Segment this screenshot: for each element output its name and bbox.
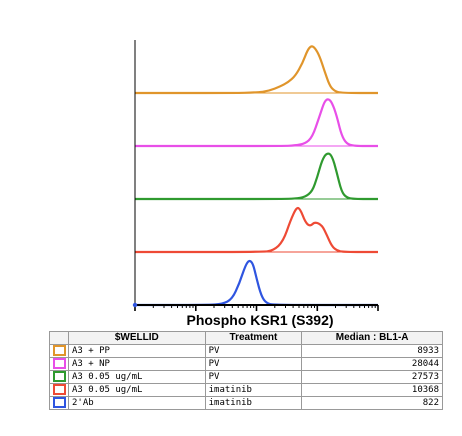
legend-row: 2'Ab imatinib 822 (49, 396, 443, 410)
legend-wellid: 2'Ab (68, 396, 206, 410)
legend-row: A3 + PP PV 8933 (49, 344, 443, 358)
legend-treatment: imatinib (204, 396, 303, 410)
legend-median: 8933 (301, 344, 443, 358)
legend-row: A3 + NP PV 28044 (49, 357, 443, 371)
legend-row: A3 0.05 ug/mL PV 27573 (49, 370, 443, 384)
legend-treatment: imatinib (204, 383, 303, 397)
legend-wellid: A3 0.05 ug/mL (68, 383, 206, 397)
legend-swatch-cell (49, 357, 69, 371)
legend-swatch-cell (49, 370, 69, 384)
median-header: Median : BL1-A (301, 331, 443, 345)
legend-wellid: A3 + PP (68, 344, 206, 358)
legend-median: 10368 (301, 383, 443, 397)
series-curve-0 (135, 45, 378, 95)
legend-swatch-cell (49, 396, 69, 410)
legend-median: 822 (301, 396, 443, 410)
series-curve-4 (135, 259, 378, 307)
x-axis-label: Phospho KSR1 (S392) (186, 312, 334, 328)
swatch-header (49, 331, 69, 345)
legend-wellid: A3 + NP (68, 357, 206, 371)
legend-swatch (52, 397, 66, 408)
treatment-header: Treatment (204, 331, 303, 345)
legend-treatment: PV (204, 344, 303, 358)
series-curve-2 (135, 152, 378, 201)
legend-table: $WELLID Treatment Median : BL1-A A3 + PP… (49, 331, 443, 410)
legend-treatment: PV (204, 370, 303, 384)
legend-swatch (52, 384, 66, 395)
legend-row: A3 0.05 ug/mL imatinib 10368 (49, 383, 443, 397)
legend-swatch (52, 371, 66, 382)
legend-swatch (52, 358, 66, 369)
wellid-header: $WELLID (68, 331, 206, 345)
plot-axes (132, 40, 379, 311)
axis-origin-marker (132, 302, 138, 308)
series-curve-1 (135, 98, 378, 148)
legend-swatch-cell (49, 383, 69, 397)
histogram-overlay-plot (132, 40, 379, 311)
legend-wellid: A3 0.05 ug/mL (68, 370, 206, 384)
legend-median: 27573 (301, 370, 443, 384)
histogram-lanes (135, 45, 378, 307)
legend-swatch-cell (49, 344, 69, 358)
legend-header-row: $WELLID Treatment Median : BL1-A (49, 331, 443, 345)
legend-treatment: PV (204, 357, 303, 371)
series-curve-3 (135, 206, 378, 254)
legend-median: 28044 (301, 357, 443, 371)
legend-swatch (52, 345, 66, 356)
